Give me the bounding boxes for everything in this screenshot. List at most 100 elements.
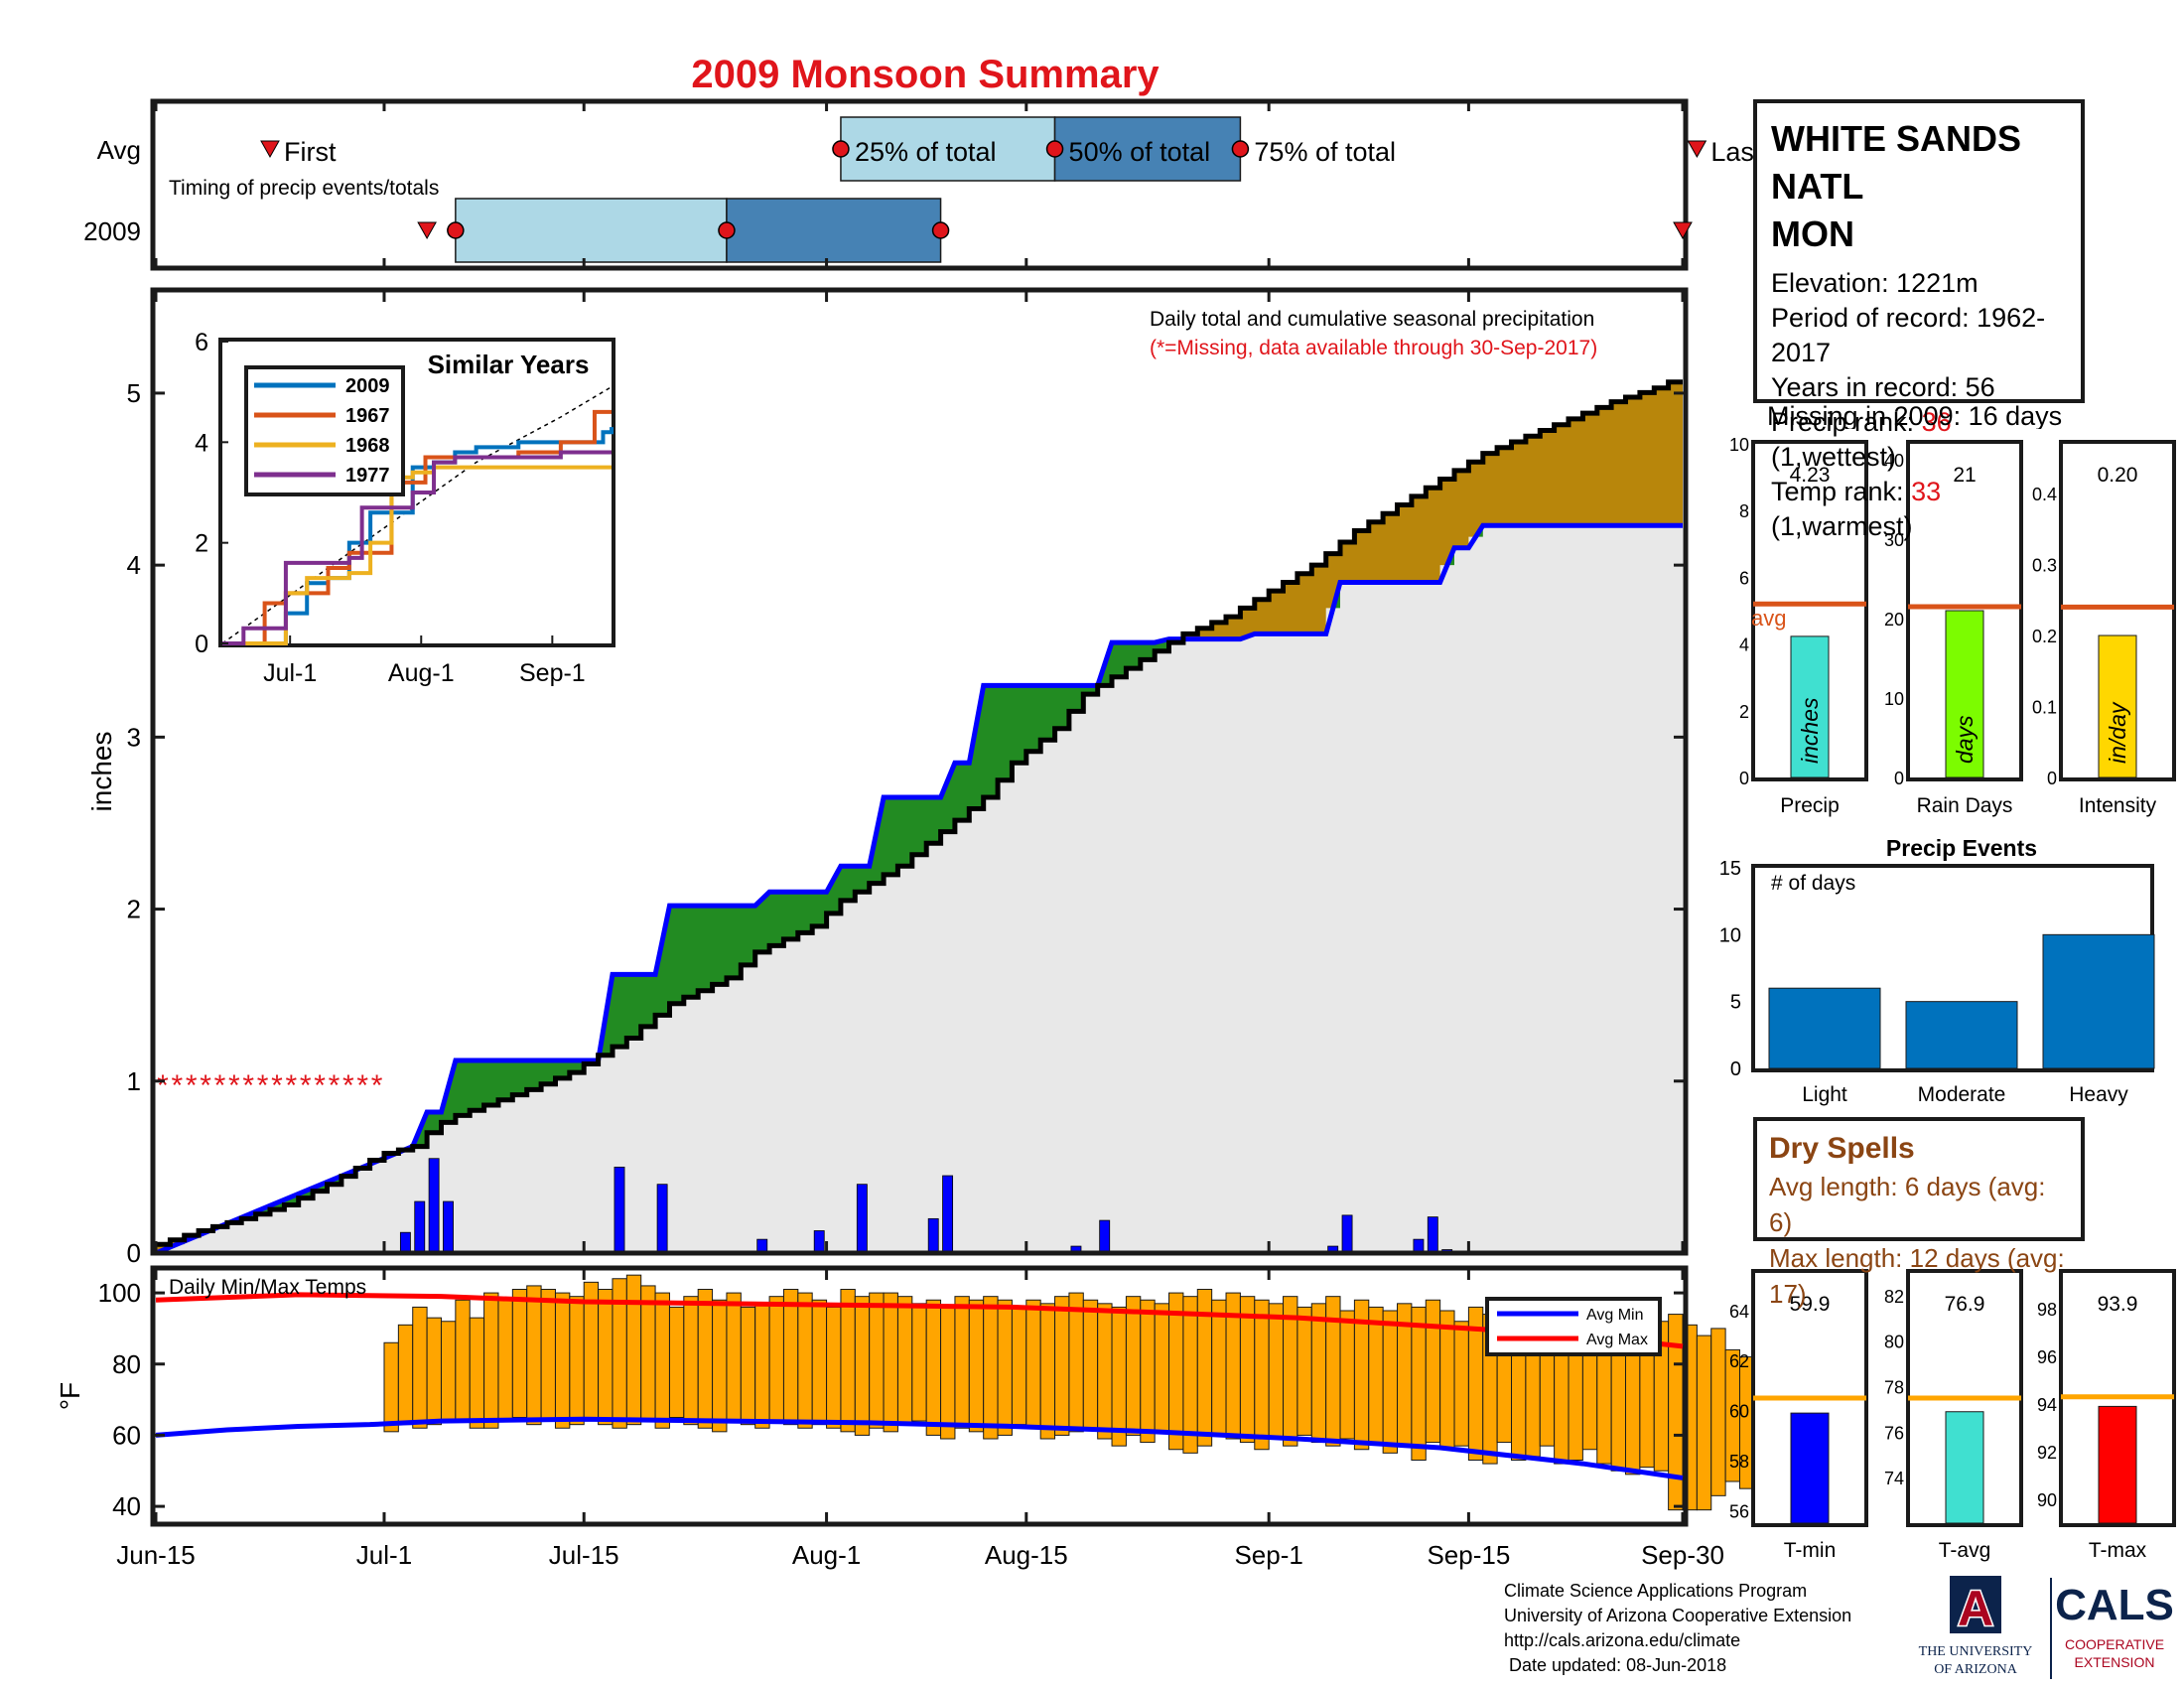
credits-line4: Date updated: 08-Jun-2018 xyxy=(1504,1655,1727,1675)
daily-temp-bar xyxy=(1111,1306,1127,1447)
xtick-label: Aug-1 xyxy=(792,1540,861,1570)
legend-max-label: Avg Max xyxy=(1586,1332,1648,1348)
daily-temp-bar xyxy=(697,1289,714,1429)
temp-mini-value-1: 76.9 xyxy=(1945,1293,1985,1316)
events-title: Precip Events xyxy=(1886,835,2037,861)
inset-xtick-label: Jul-1 xyxy=(263,659,317,687)
temp-mini-bar-1 xyxy=(1945,1411,1984,1524)
mini-ytick-0: 4 xyxy=(1739,635,1749,655)
temps-legend: Avg Min Avg Max xyxy=(1485,1297,1662,1356)
timing-row-avg: Avg xyxy=(97,135,141,165)
daily-temp-bar xyxy=(1382,1310,1399,1454)
daily-temp-bar xyxy=(854,1296,871,1436)
temp-mini-ytick-0: 60 xyxy=(1729,1402,1749,1422)
daily-temp-bar xyxy=(440,1321,457,1422)
legend-min-label: Avg Min xyxy=(1586,1307,1644,1324)
daily-temp-bar xyxy=(782,1289,799,1426)
temp-summary-charts: 59.9 T-min 56 58 60 62 64 76.9 T-avg 74 76 78 80 82 93… xyxy=(1729,1269,2176,1562)
daily-precip-bar xyxy=(443,1200,454,1254)
daily-temp-bar xyxy=(1339,1310,1355,1440)
mini-ytick-1: 30 xyxy=(1884,530,1904,550)
events-caption: # of days xyxy=(1771,872,1855,895)
daily-temp-bar xyxy=(1211,1299,1227,1436)
credits-line3: http://cals.arizona.edu/climate xyxy=(1504,1630,1741,1650)
missing-day-marker: * xyxy=(242,1069,254,1102)
mini-bar-2 xyxy=(2098,634,2137,778)
temp-mini-ytick-1: 74 xyxy=(1884,1469,1904,1488)
dry-spells-avg: Avg length: 6 days (avg: 6) xyxy=(1769,1172,2046,1237)
precip-rank-value: 36 xyxy=(1921,407,1952,437)
period-text: Period of record: 1962-2017 xyxy=(1771,303,2046,367)
daily-temp-bar xyxy=(412,1306,428,1429)
missing-day-marker: * xyxy=(286,1069,298,1102)
events-xtick: Heavy xyxy=(2069,1083,2128,1106)
mini-ytick-0: 6 xyxy=(1739,568,1749,588)
daily-temp-bar xyxy=(1068,1292,1084,1433)
temp-mini-ytick-0: 56 xyxy=(1729,1501,1749,1521)
daily-temp-bar xyxy=(811,1299,828,1426)
mini-value-0: 4.23 xyxy=(1790,464,1831,487)
cals-logo: CALS COOPERATIVE EXTENSION xyxy=(2050,1578,2174,1679)
daily-temp-bar xyxy=(455,1299,471,1422)
cals-logo-line1: COOPERATIVE xyxy=(2065,1636,2164,1652)
events-ytick: 15 xyxy=(1719,858,1741,880)
temp-mini-ytick-1: 78 xyxy=(1884,1378,1904,1398)
precip-ylabel: inches xyxy=(86,732,117,812)
credits-line1: Climate Science Applications Program xyxy=(1504,1581,1808,1601)
mini-bar-text-2: in/day xyxy=(2105,701,2130,764)
daily-precip-bar xyxy=(399,1231,411,1254)
ua-logo-line2: OF ARIZONA xyxy=(1934,1662,2018,1677)
precip-rank-prefix: Precip rank: xyxy=(1771,407,1922,437)
temp-mini-ytick-0: 62 xyxy=(1729,1351,1749,1371)
mini-ytick-0: 2 xyxy=(1739,702,1749,722)
daily-temp-bar xyxy=(1168,1292,1184,1451)
daily-temp-bar xyxy=(997,1299,1013,1436)
daily-temp-bar xyxy=(1453,1321,1469,1447)
mini-bar-text-1: days xyxy=(1952,715,1978,764)
temps-legend-box xyxy=(1485,1297,1662,1356)
mini-bar-1 xyxy=(1945,610,1984,778)
daily-temp-bar xyxy=(554,1292,571,1429)
events-bar xyxy=(1905,1001,2018,1069)
temp-mini-ytick-1: 82 xyxy=(1884,1287,1904,1307)
mini-ytick-0: 0 xyxy=(1739,769,1749,788)
inset-ytick-label: 4 xyxy=(195,429,208,457)
xtick-label: Aug-15 xyxy=(985,1540,1068,1570)
precip-ytick-label: 5 xyxy=(127,378,141,408)
events-ytick: 0 xyxy=(1730,1058,1741,1080)
xtick-label: Jul-15 xyxy=(549,1540,619,1570)
year-timing-box-late xyxy=(726,198,942,263)
missing-day-marker: * xyxy=(271,1069,283,1102)
daily-temp-bar xyxy=(1097,1303,1113,1440)
daily-temp-bar xyxy=(598,1289,614,1426)
temp-mini-bar-0 xyxy=(1790,1412,1830,1524)
timing-avg-first-triangle xyxy=(260,140,280,159)
credits-block: Climate Science Applications Program Uni… xyxy=(1504,1579,1851,1678)
mini-ytick-1: 20 xyxy=(1884,610,1904,630)
summary-mini-charts: 4.23 Precip inches 0 2 4 6 8 10 21 Rain Days days 0 1… xyxy=(1729,435,2176,817)
daily-temp-bar xyxy=(397,1324,414,1426)
mini-ytick-1: 0 xyxy=(1894,769,1904,788)
missing-day-marker: * xyxy=(200,1069,211,1102)
daily-temp-bar xyxy=(1125,1296,1142,1436)
daily-temp-bar xyxy=(569,1296,585,1426)
precip-events-panel: Precip Events # of days 0 5 10 15 Light Moder… xyxy=(1719,835,2155,1106)
inset-legend-label: 1967 xyxy=(345,405,390,427)
daily-temp-bar xyxy=(1082,1299,1099,1429)
missing-day-marker: * xyxy=(356,1069,368,1102)
inset-title: Similar Years xyxy=(428,350,590,379)
daily-precip-bar xyxy=(927,1217,939,1254)
timing-avg-last-triangle xyxy=(1687,140,1707,159)
daily-temp-bar xyxy=(483,1292,499,1429)
daily-temp-bar xyxy=(1425,1299,1441,1444)
daily-temp-bar xyxy=(383,1341,399,1433)
daily-temp-bar xyxy=(726,1292,742,1422)
daily-precip-bar xyxy=(1099,1219,1111,1254)
temp-mini-value-2: 93.9 xyxy=(2098,1293,2138,1316)
daily-temp-bar xyxy=(526,1285,542,1426)
mini-ytick-2: 0.4 xyxy=(2032,485,2057,504)
daily-precip-bar xyxy=(656,1184,668,1254)
temp-mini-ytick-2: 98 xyxy=(2037,1300,2057,1320)
daily-temp-bar xyxy=(1696,1335,1712,1511)
